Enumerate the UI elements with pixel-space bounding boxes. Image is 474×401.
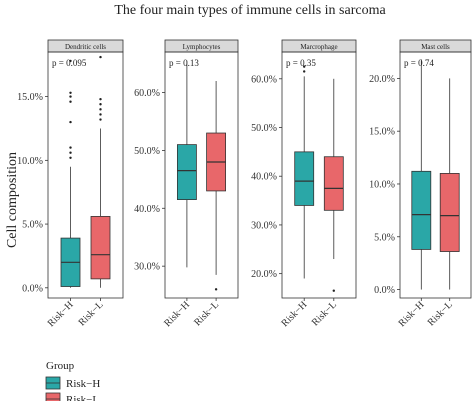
y-tick-label: 40.0%: [251, 172, 277, 183]
legend-item-label: Risk−L: [66, 394, 99, 401]
y-tick-label: 30.0%: [134, 262, 160, 273]
box-Risk−L: [439, 78, 460, 290]
y-tick-label: 30.0%: [251, 220, 277, 231]
facet-panels: Dendritic cells 0.0% 5.0% 10.0% 15.0% p = 0.0…: [17, 39, 472, 329]
outlier-point: [69, 95, 72, 98]
x-tick-label: Risk−L: [192, 299, 221, 328]
box-Risk−H: [176, 60, 197, 268]
p-value-label: p = 0.095: [52, 58, 87, 68]
outlier-point: [303, 70, 306, 73]
outlier-point: [69, 151, 72, 154]
facet-strip-label: Marcrophage: [300, 43, 337, 51]
y-axis-label: Cell composition: [5, 152, 20, 248]
facet-lymphocytes: Lymphocytes 30.0% 40.0% 50.0% 60.0% p = 0.13 R…: [134, 39, 239, 329]
y-tick-label: 5.0%: [374, 232, 395, 243]
chart-title: The four main types of immune cells in s…: [114, 3, 386, 18]
y-tick-label: 40.0%: [134, 204, 160, 215]
legend-item-label: Risk−H: [66, 378, 100, 390]
y-tick-label: 15.0%: [17, 92, 43, 103]
outlier-point: [332, 289, 335, 292]
facet-mast-cells: Mast cells 0.0% 5.0% 10.0% 15.0% 20.0% p = 0.7…: [369, 39, 472, 329]
outlier-point: [99, 118, 102, 121]
box-Risk−L: [206, 80, 227, 291]
facet-strip-label: Mast cells: [421, 43, 450, 51]
y-tick-label: 0.0%: [374, 285, 395, 296]
p-value-label: p = 0.35: [286, 58, 316, 68]
legend-swatch: [45, 392, 61, 401]
outlier-point: [69, 146, 72, 149]
p-value-label: p = 0.74: [404, 58, 434, 68]
facet-strip-label: Dendritic cells: [65, 43, 106, 51]
x-tick-label: Risk−L: [426, 299, 455, 328]
panel-border: [164, 51, 239, 299]
y-tick-label: 60.0%: [251, 74, 277, 85]
legend-title: Group: [46, 360, 75, 372]
panel-border: [281, 51, 357, 299]
y-tick-label: 20.0%: [251, 269, 277, 280]
facet-strip-label: Lymphocytes: [183, 43, 221, 51]
y-tick-label: 15.0%: [369, 127, 395, 138]
x-tick-label: Risk−H: [162, 299, 192, 329]
y-tick-label: 50.0%: [251, 123, 277, 134]
iqr-box: [294, 151, 315, 206]
x-tick-label: Risk−H: [46, 299, 76, 329]
outlier-point: [69, 100, 72, 103]
box-Risk−H: [294, 65, 315, 279]
y-tick-label: 5.0%: [22, 220, 43, 231]
iqr-box: [176, 144, 197, 201]
outlier-point: [214, 288, 218, 291]
y-tick-label: 20.0%: [369, 74, 395, 85]
outlier-point: [99, 55, 102, 59]
p-value-label: p = 0.13: [169, 58, 199, 68]
y-tick-label: 60.0%: [134, 88, 160, 99]
iqr-box: [411, 170, 432, 250]
box-Risk−L: [90, 55, 111, 288]
facet-marcrophage: Marcrophage 20.0% 30.0% 40.0% 50.0% 60.0% p = …: [251, 39, 357, 329]
facet-dendritic-cells: Dendritic cells 0.0% 5.0% 10.0% 15.0% p = 0.0…: [17, 39, 124, 329]
x-tick-label: Risk−H: [397, 299, 427, 329]
y-tick-label: 10.0%: [17, 156, 43, 167]
outlier-point: [303, 65, 306, 68]
iqr-box: [323, 156, 344, 211]
outlier-point: [69, 91, 72, 94]
outlier-point: [99, 108, 102, 111]
box-Risk−H: [411, 59, 432, 290]
outlier-point: [69, 59, 72, 63]
outlier-point: [99, 113, 102, 116]
y-tick-label: 50.0%: [134, 146, 160, 157]
legend: Group Risk−H Risk−L: [45, 360, 100, 401]
outlier-point: [99, 97, 102, 101]
iqr-box: [90, 216, 111, 280]
box-Risk−H: [60, 59, 81, 288]
outlier-point: [99, 103, 102, 106]
outlier-point: [69, 120, 72, 124]
x-tick-label: Risk−H: [279, 299, 309, 329]
y-tick-label: 0.0%: [22, 283, 43, 294]
x-tick-label: Risk−L: [77, 299, 106, 328]
panel-border: [399, 51, 472, 299]
outlier-point: [69, 156, 72, 159]
x-tick-label: Risk−L: [310, 299, 339, 328]
y-tick-label: 10.0%: [369, 179, 395, 190]
panel-border: [47, 51, 124, 299]
box-Risk−L: [323, 78, 344, 292]
iqr-box: [439, 173, 460, 252]
